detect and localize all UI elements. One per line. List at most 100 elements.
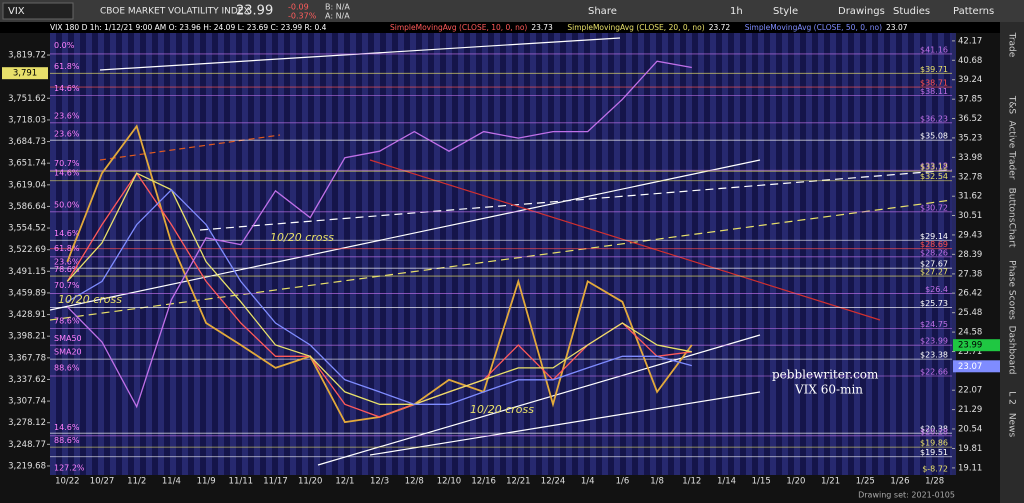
trend-line — [317, 334, 761, 466]
trend-line — [99, 134, 281, 161]
x-tick-label: 10/22 — [55, 477, 80, 487]
session-stripe — [98, 32, 104, 475]
y2-tick-label: 3,684.73 — [8, 137, 46, 147]
session-stripe — [158, 32, 164, 475]
series-line — [66, 188, 692, 405]
y-tick-label: 33.98 — [958, 153, 982, 163]
symbol-box[interactable] — [2, 2, 74, 20]
x-tick-label: 1/4 — [581, 477, 595, 487]
fib-label: 88.6% — [54, 363, 80, 372]
session-stripe — [62, 32, 68, 475]
level-label: $33.12 — [920, 163, 948, 172]
last-badge-label: 23.99 — [958, 341, 982, 351]
sidebar-tab[interactable]: Active Trader — [1007, 120, 1017, 179]
level-label: $26.4 — [925, 285, 948, 294]
y2-tick-label: 3,278.12 — [8, 418, 46, 428]
last-price: 23.99 — [236, 4, 273, 19]
y2-marker — [2, 67, 48, 80]
level-label: $20.38 — [920, 425, 948, 434]
session-stripe — [950, 32, 956, 475]
fib-label: 23.6% — [54, 257, 80, 266]
sidebar-tab[interactable]: Phase Scores — [1007, 260, 1017, 320]
session-stripe — [794, 32, 800, 475]
session-stripe — [782, 32, 788, 475]
session-stripe — [686, 32, 692, 475]
fib-label: 70.7% — [54, 159, 80, 168]
session-stripe — [494, 32, 500, 475]
y-tick-label: 25.48 — [958, 308, 982, 318]
y-tick-label: 32.78 — [958, 172, 982, 182]
y-tick-label: 29.43 — [958, 230, 982, 240]
fib-label: 14.6% — [54, 229, 80, 238]
y2-tick-label: 3,459.89 — [8, 288, 46, 298]
fib-label: 127.2% — [54, 464, 85, 473]
study-label: SimpleMovingAvg (CLOSE, 20, 0, no) — [567, 23, 704, 32]
fib-label: 78.6% — [54, 316, 80, 325]
toolbar-button[interactable]: Style — [773, 6, 798, 17]
plot-area — [50, 32, 952, 475]
level-label: $19.51 — [920, 448, 948, 457]
session-stripe — [182, 32, 188, 475]
sidebar-tab[interactable]: T&S — [1007, 95, 1017, 115]
session-stripe — [602, 32, 608, 475]
toolbar-button[interactable]: Share — [588, 6, 617, 17]
x-tick-label: 11/20 — [298, 477, 323, 487]
study-value: 23.72 — [709, 23, 731, 32]
x-tick-label: 1/6 — [616, 477, 630, 487]
study-label: SimpleMovingAvg (CLOSE, 10, 0, no) — [390, 23, 527, 32]
y2-tick-label: 3,522.69 — [8, 245, 46, 255]
sidebar-tab[interactable]: Buttons — [1007, 188, 1017, 223]
y2-tick-label: 3,219.68 — [8, 461, 46, 471]
level-label: $27.27 — [920, 268, 948, 277]
x-tick-label: 1/20 — [786, 477, 805, 487]
toolbar-button[interactable]: Studies — [893, 6, 930, 17]
y2-tick-label: 3,751.62 — [8, 94, 46, 104]
y2-tick-label: 3,367.78 — [8, 353, 46, 363]
header-row — [0, 22, 1000, 33]
study-label: SimpleMovingAvg (CLOSE, 50, 0, no) — [745, 23, 882, 32]
symbol[interactable]: VIX — [8, 6, 25, 17]
session-stripe — [254, 32, 260, 475]
x-tick-label: 11/17 — [263, 477, 288, 487]
annotation: pebblewriter.com — [772, 368, 879, 382]
sidebar-tab[interactable]: L 2 — [1007, 391, 1017, 405]
change-pct: -0.37% — [288, 12, 317, 21]
session-stripe — [338, 32, 344, 475]
session-stripe — [542, 32, 548, 475]
x-tick-label: 12/8 — [405, 477, 424, 487]
description: CBOE MARKET VOLATILITY INDEX — [100, 7, 250, 17]
level-label: $20.28 — [920, 427, 948, 436]
y-tick-label: 24.58 — [958, 328, 982, 338]
ask: A: N/A — [325, 12, 350, 21]
session-stripe — [830, 32, 836, 475]
session-stripe — [878, 32, 884, 475]
session-stripe — [398, 32, 404, 475]
level-label: $22.66 — [920, 367, 948, 376]
y-tick-label: 23.71 — [958, 347, 982, 357]
sidebar-tab[interactable]: Dashboard — [1007, 326, 1017, 375]
session-stripe — [938, 32, 944, 475]
session-stripe — [914, 32, 920, 475]
session-stripe — [410, 32, 416, 475]
level-label: $32.54 — [920, 172, 948, 181]
level-label: $33.18 — [920, 162, 948, 171]
session-stripe — [818, 32, 824, 475]
session-stripe — [734, 32, 740, 475]
y-tick-label: 21.29 — [958, 405, 982, 415]
sidebar-tab[interactable]: Trade — [1007, 32, 1017, 58]
sidebar-tab[interactable]: Chart — [1007, 223, 1017, 248]
x-tick-label: 11/4 — [162, 477, 181, 487]
session-stripe — [170, 32, 176, 475]
session-stripe — [746, 32, 752, 475]
sidebar-tab[interactable]: News — [1007, 413, 1017, 438]
x-tick-label: 1/8 — [650, 477, 664, 487]
y2-tick-label: 3,491.15 — [8, 267, 46, 277]
toolbar-button[interactable]: 1h — [730, 6, 743, 17]
toolbar-button[interactable]: Drawings — [838, 6, 885, 17]
x-tick-label: 1/26 — [890, 477, 909, 487]
session-stripe — [842, 32, 848, 475]
session-stripe — [866, 32, 872, 475]
toolbar-button[interactable]: Patterns — [953, 6, 994, 17]
level-label: $35.08 — [920, 132, 948, 141]
y-tick-label: 19.11 — [958, 463, 982, 473]
